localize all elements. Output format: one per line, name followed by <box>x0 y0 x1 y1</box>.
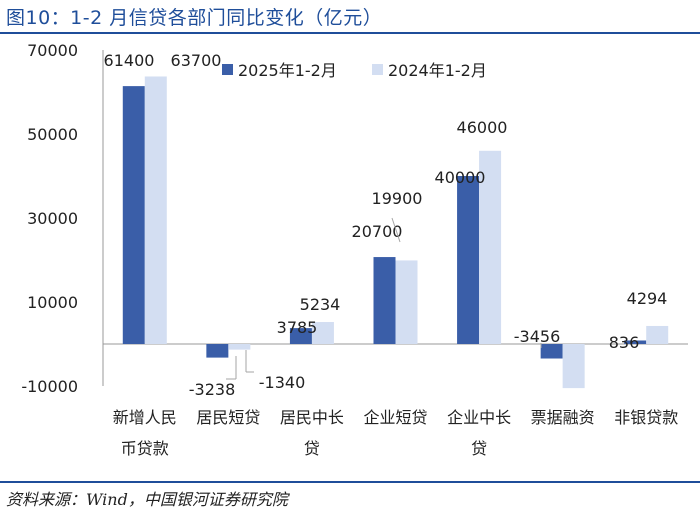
legend-label-series-2024: 2024年1-2月 <box>388 61 487 80</box>
data-label-2025: 3785 <box>277 318 318 337</box>
data-label-2025: 836 <box>609 333 640 352</box>
data-label-2024: 19900 <box>372 189 423 208</box>
x-category-label: 币贷款 <box>121 439 169 458</box>
data-label-2025: 61400 <box>104 51 155 70</box>
bar-2024 <box>646 325 669 344</box>
bar-2025 <box>122 86 145 345</box>
bar-2024 <box>228 344 251 350</box>
bar-chart: -10000 10000 30000 50000 70000 61400 -3238 3785… <box>21 41 688 458</box>
bar-2025 <box>624 340 647 344</box>
bar-2025 <box>206 344 229 358</box>
bar-2025 <box>457 176 480 344</box>
bar-2025 <box>373 257 396 344</box>
x-category-label: 新增人民 <box>113 408 177 427</box>
data-label-2024: -1340 <box>259 373 306 392</box>
bar-2024 <box>479 150 502 344</box>
x-category-label: 票据融资 <box>531 408 595 427</box>
source-note: 资料来源：Wind，中国银河证券研究院 <box>6 490 288 509</box>
y-tick-label: 10000 <box>27 293 78 312</box>
data-label-2025: 20700 <box>352 222 403 241</box>
label-leader-line <box>391 217 401 243</box>
bar-2024 <box>395 260 418 344</box>
bar-2024 <box>144 76 167 345</box>
x-category-label: 企业中长 <box>447 408 511 427</box>
x-category-label: 非银贷款 <box>614 408 678 427</box>
y-tick-label: 30000 <box>27 209 78 228</box>
data-label-2024: 46000 <box>457 118 508 137</box>
y-tick-label: 70000 <box>27 41 78 60</box>
legend-swatch-series-2024 <box>372 64 383 75</box>
data-label-2024: 4294 <box>627 289 668 308</box>
y-tick-label: 50000 <box>27 125 78 144</box>
data-label-2025: -3238 <box>189 380 236 399</box>
x-category-label: 居民中长 <box>280 408 344 427</box>
x-category-label: 贷 <box>471 439 487 458</box>
title-rule <box>0 32 700 34</box>
data-label-2024: 5234 <box>300 295 341 314</box>
x-category-label: 居民短贷 <box>196 408 260 427</box>
data-label-2024: 63700 <box>171 51 222 70</box>
data-label-2025: 40000 <box>435 168 486 187</box>
y-tick-label: -10000 <box>21 377 78 396</box>
x-category-label: 贷 <box>304 439 320 458</box>
data-label-2025: -3456 <box>514 327 561 346</box>
x-category-label: 企业短贷 <box>363 408 427 427</box>
legend-label-series-2025: 2025年1-2月 <box>238 61 337 80</box>
bar-2024 <box>311 322 334 344</box>
bar-2025 <box>289 328 312 344</box>
footer-rule <box>0 481 700 483</box>
bar-2025 <box>540 344 563 359</box>
bar-2024 <box>562 344 585 389</box>
legend-swatch-series-2025 <box>222 64 233 75</box>
figure-title: 图10：1-2 月信贷各部门同比变化（亿元） <box>6 7 383 29</box>
